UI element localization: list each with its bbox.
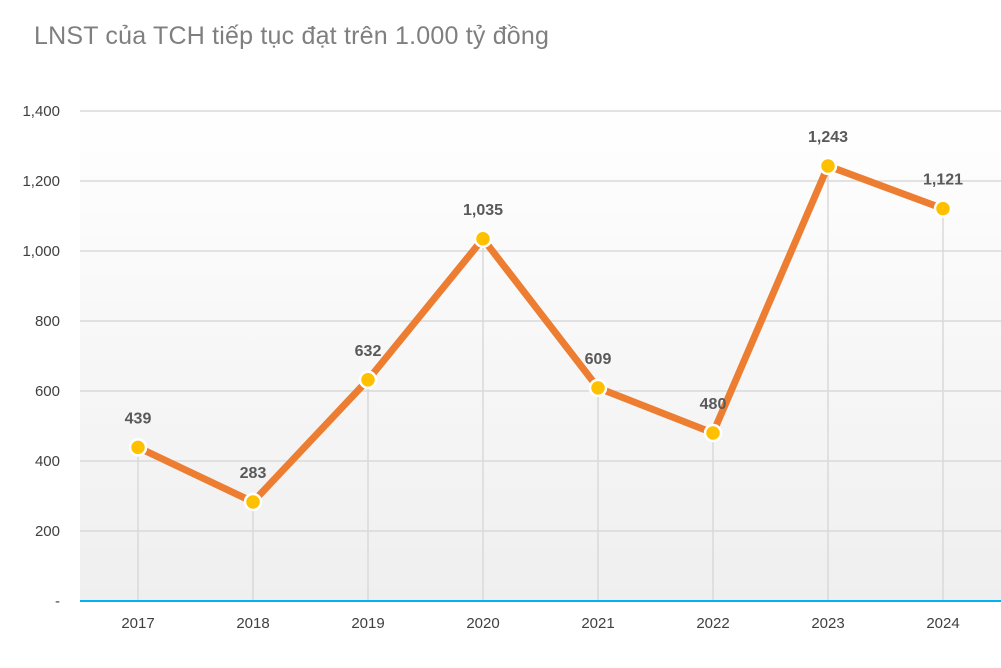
x-tick-label: 2022 [696, 615, 729, 632]
data-label: 609 [585, 351, 612, 368]
x-tick-label: 2018 [236, 615, 269, 632]
series-line-group [134, 162, 947, 506]
data-label: 439 [125, 410, 152, 427]
data-point [818, 156, 838, 176]
x-axis-tick-labels: 2017 2018 2019 2020 2021 2022 2023 2024 [121, 615, 959, 632]
y-tick-label: 400 [35, 453, 60, 470]
y-axis-tick-labels: - 200 400 600 800 1,000 1,200 1,400 [22, 103, 60, 610]
y-tick-label: 1,000 [22, 243, 60, 260]
data-point [243, 492, 263, 512]
x-tick-label: 2017 [121, 615, 154, 632]
data-label: 283 [240, 465, 267, 482]
x-tick-label: 2024 [926, 615, 959, 632]
data-label: 480 [700, 396, 727, 413]
x-tick-label: 2019 [351, 615, 384, 632]
y-tick-label: 1,400 [22, 103, 60, 120]
data-point [703, 423, 723, 443]
data-point [358, 370, 378, 390]
data-label: 1,121 [923, 172, 963, 189]
data-point [933, 199, 953, 218]
data-label: 1,243 [808, 129, 848, 146]
y-tick-label: 600 [35, 383, 60, 400]
drop-lines [137, 165, 944, 601]
x-tick-label: 2023 [811, 615, 844, 632]
chart-title: LNST của TCH tiếp tục đạt trên 1.000 tỷ … [34, 22, 550, 50]
data-label: 1,035 [463, 202, 503, 219]
plot-background [80, 100, 1001, 601]
y-tick-label: 200 [35, 523, 60, 540]
data-labels: 439 283 632 1,035 609 480 1,243 1,121 [125, 129, 963, 482]
x-tick-label: 2021 [581, 615, 614, 632]
y-tick-label: - [55, 593, 60, 610]
y-tick-label: 1,200 [22, 173, 60, 190]
gridlines [80, 110, 1001, 532]
data-point [588, 378, 608, 398]
x-tick-label: 2020 [466, 615, 499, 632]
series-line [134, 162, 947, 506]
data-label: 632 [355, 343, 382, 360]
data-point [128, 438, 148, 457]
y-tick-label: 800 [35, 313, 60, 330]
data-point [473, 229, 493, 248]
series-markers [128, 156, 953, 512]
